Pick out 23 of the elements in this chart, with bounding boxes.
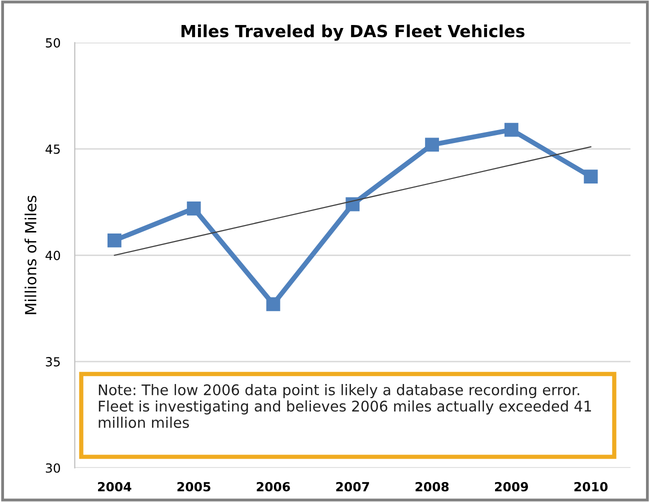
y-axis-title: Millions of Miles <box>24 196 36 314</box>
x-tick-label: 2008 <box>416 482 449 492</box>
x-tick-label: 2005 <box>177 482 210 492</box>
point <box>266 297 280 312</box>
x-tick-label: 2004 <box>98 482 132 492</box>
y-tick-label: 45 <box>46 144 60 154</box>
y-tick-label: 50 <box>46 38 60 48</box>
point <box>346 197 360 212</box>
y-tick-label: 30 <box>46 463 60 473</box>
chart-title: Miles Traveled by DAS Fleet Vehicles <box>182 24 524 41</box>
line-series <box>114 146 592 256</box>
x-tick-label: 2006 <box>256 482 290 492</box>
point <box>504 122 518 137</box>
y-tick-label: 35 <box>46 357 60 366</box>
point <box>584 170 598 184</box>
annotation: Note: The low 2006 data point is likely a database recording error. Fleet is investigating and believes 2006 miles actually exceeded 41 million miles <box>98 384 591 428</box>
point <box>425 138 439 152</box>
x-tick-label: 2009 <box>495 482 528 492</box>
y-tick-label: 40 <box>46 250 60 260</box>
point <box>108 233 122 248</box>
x-tick-label: 2010 <box>574 482 608 492</box>
x-tick-label: 2007 <box>336 482 370 492</box>
point <box>186 202 201 216</box>
